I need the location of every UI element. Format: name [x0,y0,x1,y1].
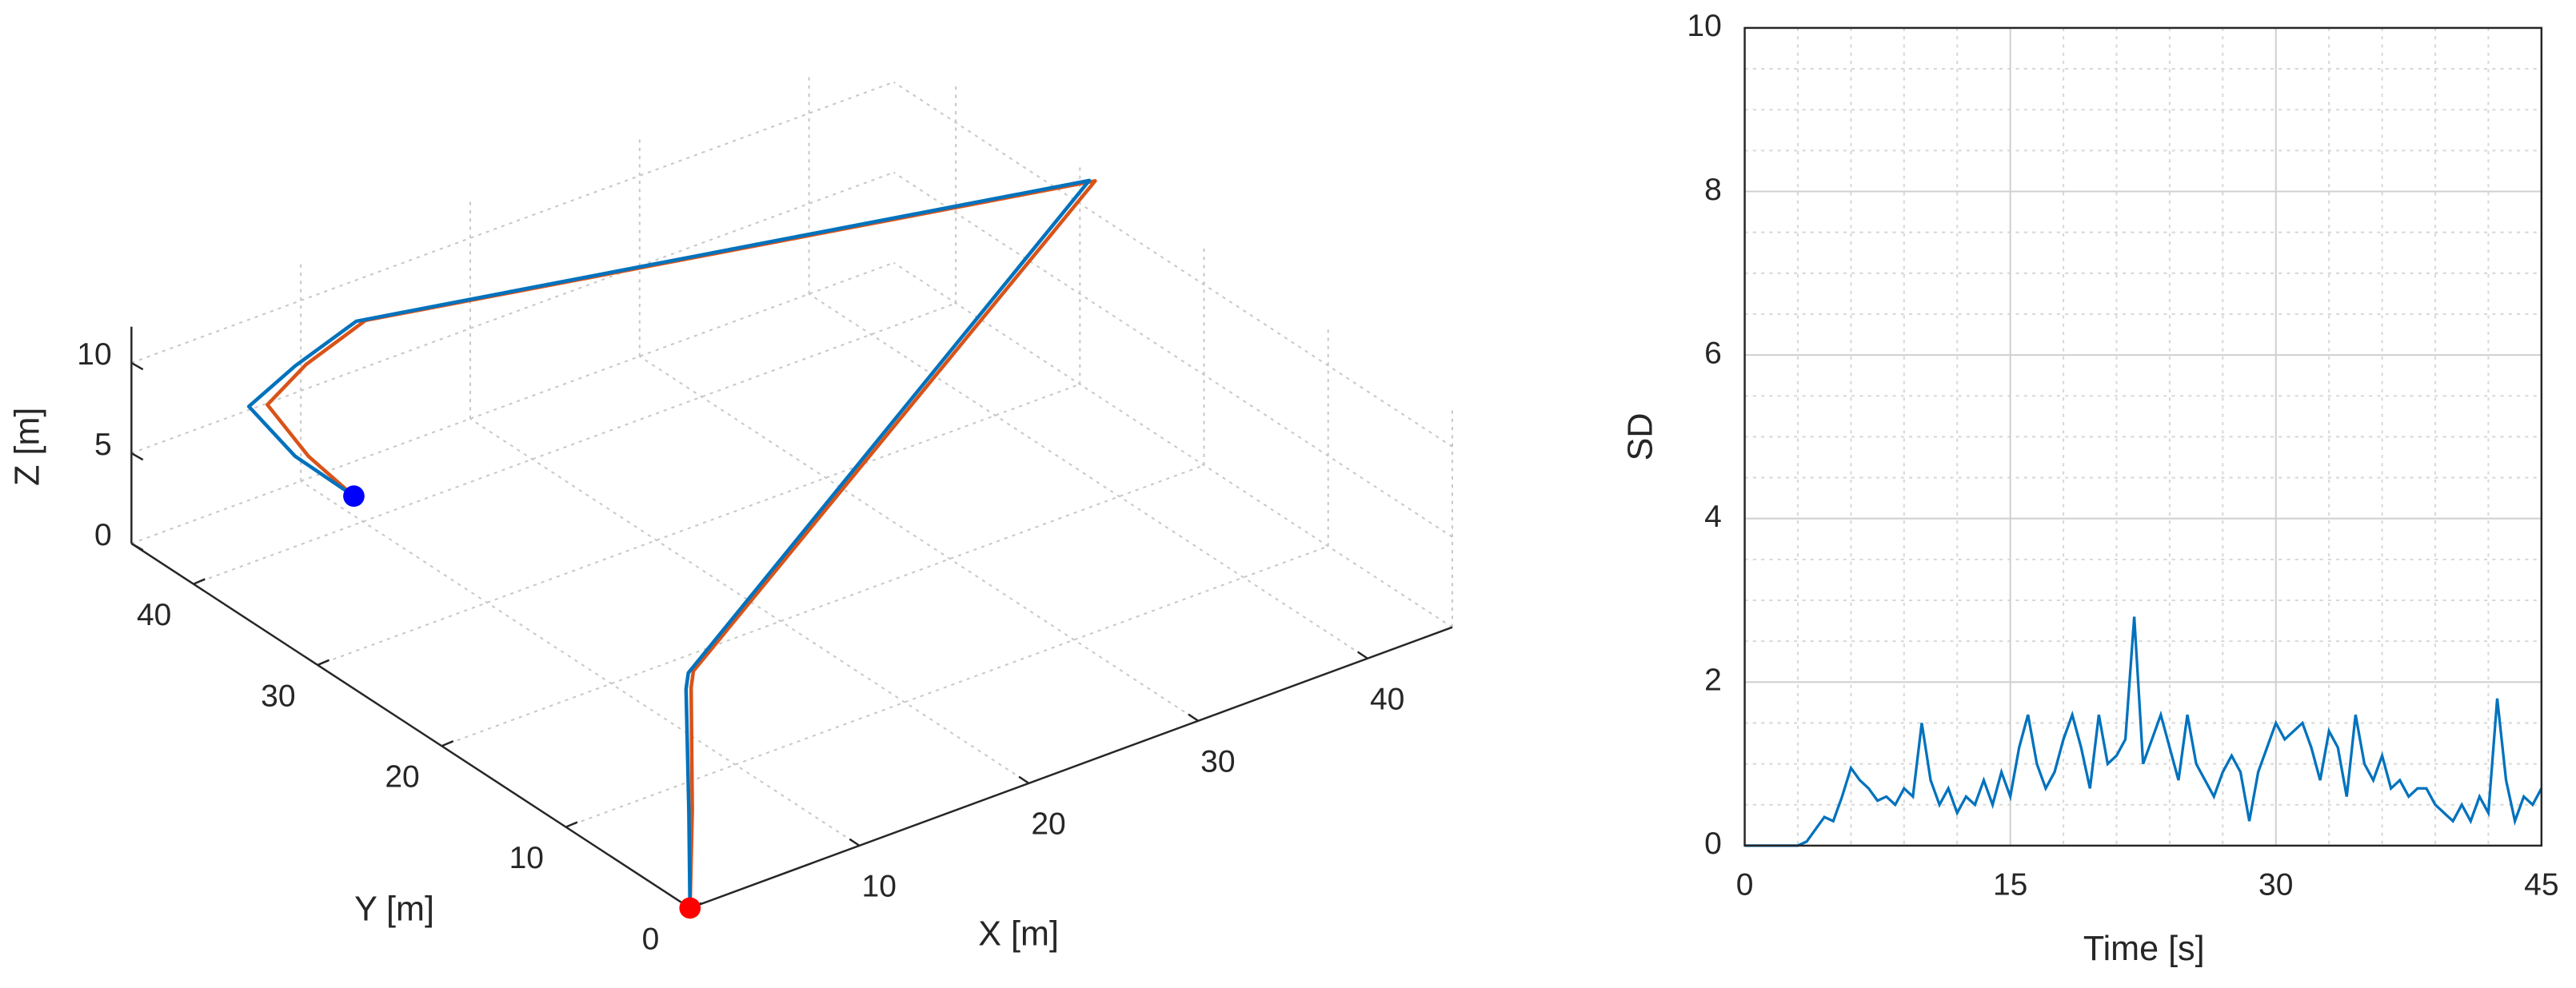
y-tick-label: 0 [642,922,660,956]
y-tick-label: 20 [385,760,419,795]
tick-mark [1188,713,1199,722]
z-axis-label: Z [m] [8,408,46,486]
grid-line [565,545,1329,828]
x-tick-label: 10 [862,870,897,904]
grid-line [809,293,1368,659]
y-axis-label: SD [1622,412,1660,460]
grid-line [131,81,894,364]
tick-mark [849,838,861,847]
y-tick-label: 40 [137,598,171,632]
y-tick-label: 8 [1704,173,1722,207]
grid-line [193,302,957,585]
tick-mark [1357,651,1368,659]
grid-line [639,355,1199,722]
x-tick-label: 15 [1993,868,2027,902]
y-tick-label: 10 [1687,9,1721,43]
x-tick-label: 30 [2258,868,2293,902]
x-tick-label: 30 [1200,745,1235,779]
x-tick-label: 0 [1736,868,1754,902]
x-tick-label: 20 [1031,807,1065,842]
start-marker [679,897,701,919]
grid-line [131,261,894,544]
grid-line [317,383,1080,666]
y-tick-label: 30 [261,679,295,713]
axis-line [689,626,1453,910]
tick-mark [317,659,330,667]
z-tick-label: 10 [77,337,111,372]
tick-mark [441,739,454,747]
tick-mark [130,361,144,371]
tick-mark [565,821,578,828]
x-tick-label: 45 [2524,868,2558,902]
trajectory [266,179,1097,909]
y-tick-label: 2 [1704,663,1722,698]
y-tick-label: 6 [1704,336,1722,370]
grid-line [893,171,1453,538]
tick-mark [1018,775,1030,784]
x-axis-label: X [m] [978,914,1059,953]
z-tick-label: 5 [94,428,112,462]
tick-mark [130,542,144,552]
tick-mark [130,452,144,461]
plot-frame [1743,26,2543,847]
x-tick-label: 40 [1370,682,1404,716]
grid-line [893,81,1453,448]
y-tick-label: 10 [509,841,544,875]
tick-mark [193,578,206,585]
end-marker [343,485,365,507]
x-axis-label: Time [s] [2083,930,2205,968]
data-line [1744,616,2543,847]
y-tick-label: 0 [1704,827,1722,861]
grid-line [131,171,894,454]
z-tick-label: 0 [94,518,112,552]
y-axis-label: Y [m] [354,890,434,928]
trajectory [246,178,1092,908]
y-tick-label: 4 [1704,500,1722,534]
axis-line [130,542,691,909]
